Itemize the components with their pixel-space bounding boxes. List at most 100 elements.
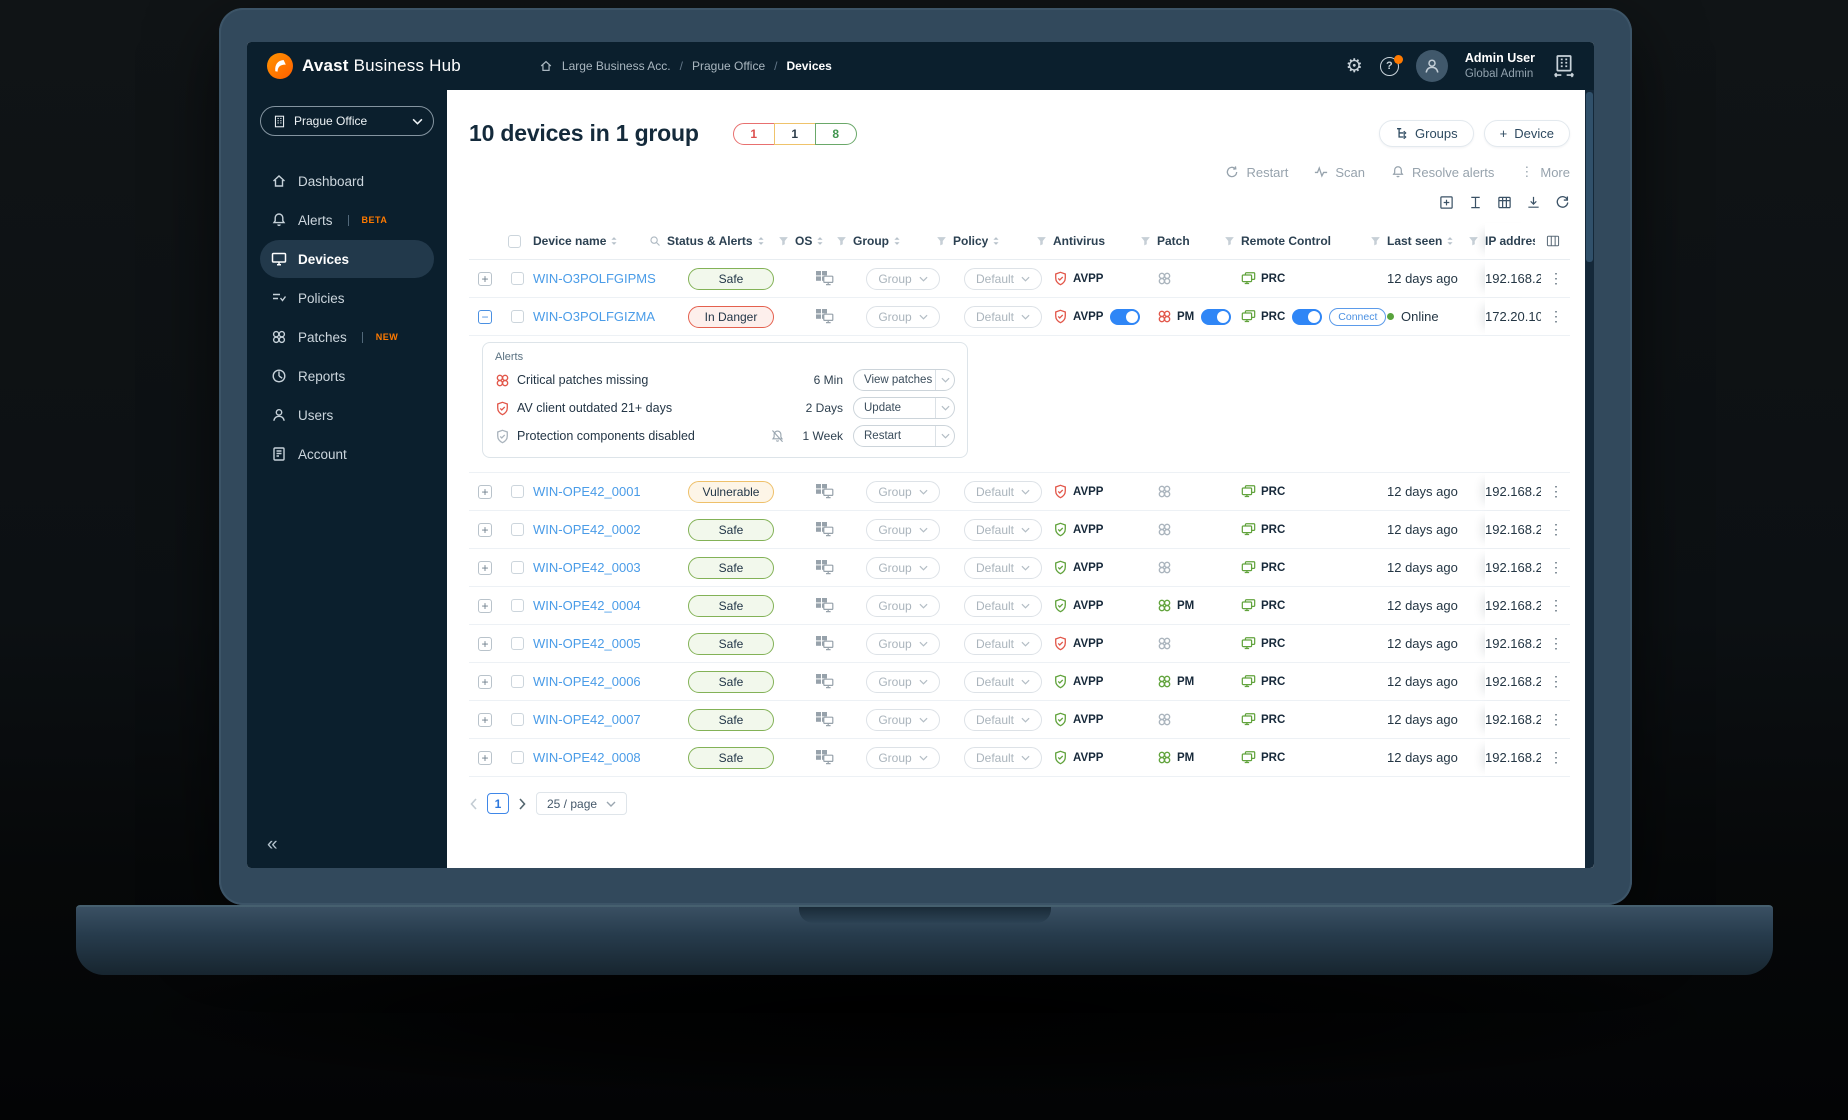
device-name-link[interactable]: WIN-OPE42_0006 xyxy=(533,674,641,689)
expand-row-button[interactable]: + xyxy=(478,750,492,765)
help-icon[interactable]: ? xyxy=(1379,54,1403,76)
filter-icon[interactable] xyxy=(1370,236,1381,247)
expand-row-button[interactable]: + xyxy=(478,712,492,727)
sort-icon[interactable] xyxy=(757,235,765,247)
row-menu-button[interactable]: ⋮ xyxy=(1549,483,1563,499)
policy-select[interactable]: Default xyxy=(963,632,1043,655)
scrollbar-thumb[interactable] xyxy=(1586,92,1593,262)
group-select[interactable]: Group xyxy=(866,305,940,328)
next-page-button[interactable] xyxy=(518,797,527,810)
policy-select[interactable]: Default xyxy=(963,594,1043,617)
sidebar-item-reports[interactable]: Reports xyxy=(260,357,434,395)
sidebar-item-alerts[interactable]: Alerts BETA xyxy=(260,201,434,239)
col-status[interactable]: Status & Alerts xyxy=(667,234,753,248)
safe-count-badge[interactable]: 8 xyxy=(814,122,857,145)
group-select[interactable]: Group xyxy=(866,594,940,617)
sidebar-item-users[interactable]: Users xyxy=(260,396,434,434)
group-select[interactable]: Group xyxy=(866,746,940,769)
resolve-alerts-action[interactable]: Resolve alerts xyxy=(1391,165,1494,180)
col-remote-control[interactable]: Remote Control xyxy=(1241,234,1331,248)
settings-gear-icon[interactable]: ⚙ xyxy=(1345,55,1363,77)
row-checkbox[interactable] xyxy=(510,310,524,323)
col-patch[interactable]: Patch xyxy=(1157,234,1190,248)
policy-select[interactable]: Default xyxy=(963,267,1043,290)
filter-icon[interactable] xyxy=(836,236,847,247)
row-checkbox[interactable] xyxy=(510,272,524,285)
page-size-select[interactable]: 25 / page xyxy=(536,792,628,815)
more-actions[interactable]: ⋮ More xyxy=(1520,164,1570,180)
group-select[interactable]: Group xyxy=(866,267,940,290)
search-icon[interactable] xyxy=(649,235,661,247)
alert-action-button[interactable]: Update xyxy=(853,397,955,419)
expand-row-button[interactable]: + xyxy=(478,560,492,575)
sidebar-item-account[interactable]: Account xyxy=(260,435,434,473)
breadcrumb-item[interactable]: Large Business Acc. xyxy=(561,59,671,73)
row-menu-button[interactable]: ⋮ xyxy=(1549,597,1563,613)
avatar[interactable] xyxy=(1415,50,1448,82)
vulnerable-count-badge[interactable]: 1 xyxy=(773,122,816,145)
prev-page-button[interactable] xyxy=(469,797,478,810)
row-menu-button[interactable]: ⋮ xyxy=(1549,559,1563,575)
device-name-link[interactable]: WIN-OPE42_0005 xyxy=(533,636,641,651)
location-selector[interactable]: Prague Office xyxy=(260,106,434,136)
user-info[interactable]: Admin User Global Admin xyxy=(1465,51,1535,81)
page-scrollbar[interactable] xyxy=(1585,90,1594,868)
scan-action[interactable]: Scan xyxy=(1314,165,1365,180)
row-checkbox[interactable] xyxy=(510,485,524,498)
row-checkbox[interactable] xyxy=(510,523,524,536)
sort-icon[interactable] xyxy=(893,235,901,247)
remote-control-toggle[interactable] xyxy=(1292,308,1323,325)
group-select[interactable]: Group xyxy=(866,518,940,541)
row-menu-button[interactable]: ⋮ xyxy=(1549,711,1563,727)
connect-button[interactable]: Connect xyxy=(1329,307,1387,326)
sidebar-collapse-icon[interactable]: « xyxy=(267,834,278,855)
expand-row-button[interactable]: + xyxy=(478,598,492,613)
col-policy[interactable]: Policy xyxy=(953,234,989,248)
expand-row-button[interactable]: + xyxy=(478,484,492,499)
device-name-link[interactable]: WIN-OPE42_0002 xyxy=(533,522,641,537)
row-checkbox[interactable] xyxy=(510,599,524,612)
row-checkbox[interactable] xyxy=(510,561,524,574)
row-menu-button[interactable]: ⋮ xyxy=(1549,308,1563,324)
row-menu-button[interactable]: ⋮ xyxy=(1549,673,1563,689)
row-menu-button[interactable]: ⋮ xyxy=(1549,635,1563,651)
sort-icon[interactable] xyxy=(1446,235,1454,247)
row-checkbox[interactable] xyxy=(510,637,524,650)
bell-muted-icon[interactable] xyxy=(770,429,785,444)
col-last-seen[interactable]: Last seen xyxy=(1387,234,1443,248)
col-device-name[interactable]: Device name xyxy=(533,234,607,248)
device-name-link[interactable]: WIN-O3POLFGIZMA xyxy=(533,309,656,324)
filter-icon[interactable] xyxy=(1224,236,1235,247)
policy-select[interactable]: Default xyxy=(963,708,1043,731)
row-menu-button[interactable]: ⋮ xyxy=(1549,521,1563,537)
device-name-link[interactable]: WIN-OPE42_0001 xyxy=(533,484,641,499)
policy-select[interactable]: Default xyxy=(963,670,1043,693)
policy-select[interactable]: Default xyxy=(963,480,1043,503)
sort-icon[interactable] xyxy=(610,235,618,247)
group-select[interactable]: Group xyxy=(866,556,940,579)
device-name-link[interactable]: WIN-O3POLFGIPMS xyxy=(533,271,656,286)
patch-toggle[interactable] xyxy=(1201,308,1232,325)
expand-row-button[interactable]: + xyxy=(478,674,492,689)
group-select[interactable]: Group xyxy=(866,632,940,655)
expand-row-button[interactable]: − xyxy=(478,309,492,324)
antivirus-toggle[interactable] xyxy=(1110,308,1141,325)
device-name-link[interactable]: WIN-OPE42_0003 xyxy=(533,560,641,575)
policy-select[interactable]: Default xyxy=(963,556,1043,579)
col-os[interactable]: OS xyxy=(795,234,813,248)
table-grid-icon[interactable] xyxy=(1497,195,1512,210)
row-checkbox[interactable] xyxy=(510,675,524,688)
col-group[interactable]: Group xyxy=(853,234,889,248)
filter-icon[interactable] xyxy=(778,236,789,247)
group-select[interactable]: Group xyxy=(866,708,940,731)
policy-select[interactable]: Default xyxy=(963,746,1043,769)
expand-row-button[interactable]: + xyxy=(478,271,492,286)
expand-row-button[interactable]: + xyxy=(478,522,492,537)
filter-icon[interactable] xyxy=(1140,236,1151,247)
row-checkbox[interactable] xyxy=(510,751,524,764)
group-select[interactable]: Group xyxy=(866,480,940,503)
filter-icon[interactable] xyxy=(1036,236,1047,247)
export-download-icon[interactable] xyxy=(1526,195,1541,210)
sort-icon[interactable] xyxy=(992,235,1000,247)
device-name-link[interactable]: WIN-OPE42_0008 xyxy=(533,750,641,765)
